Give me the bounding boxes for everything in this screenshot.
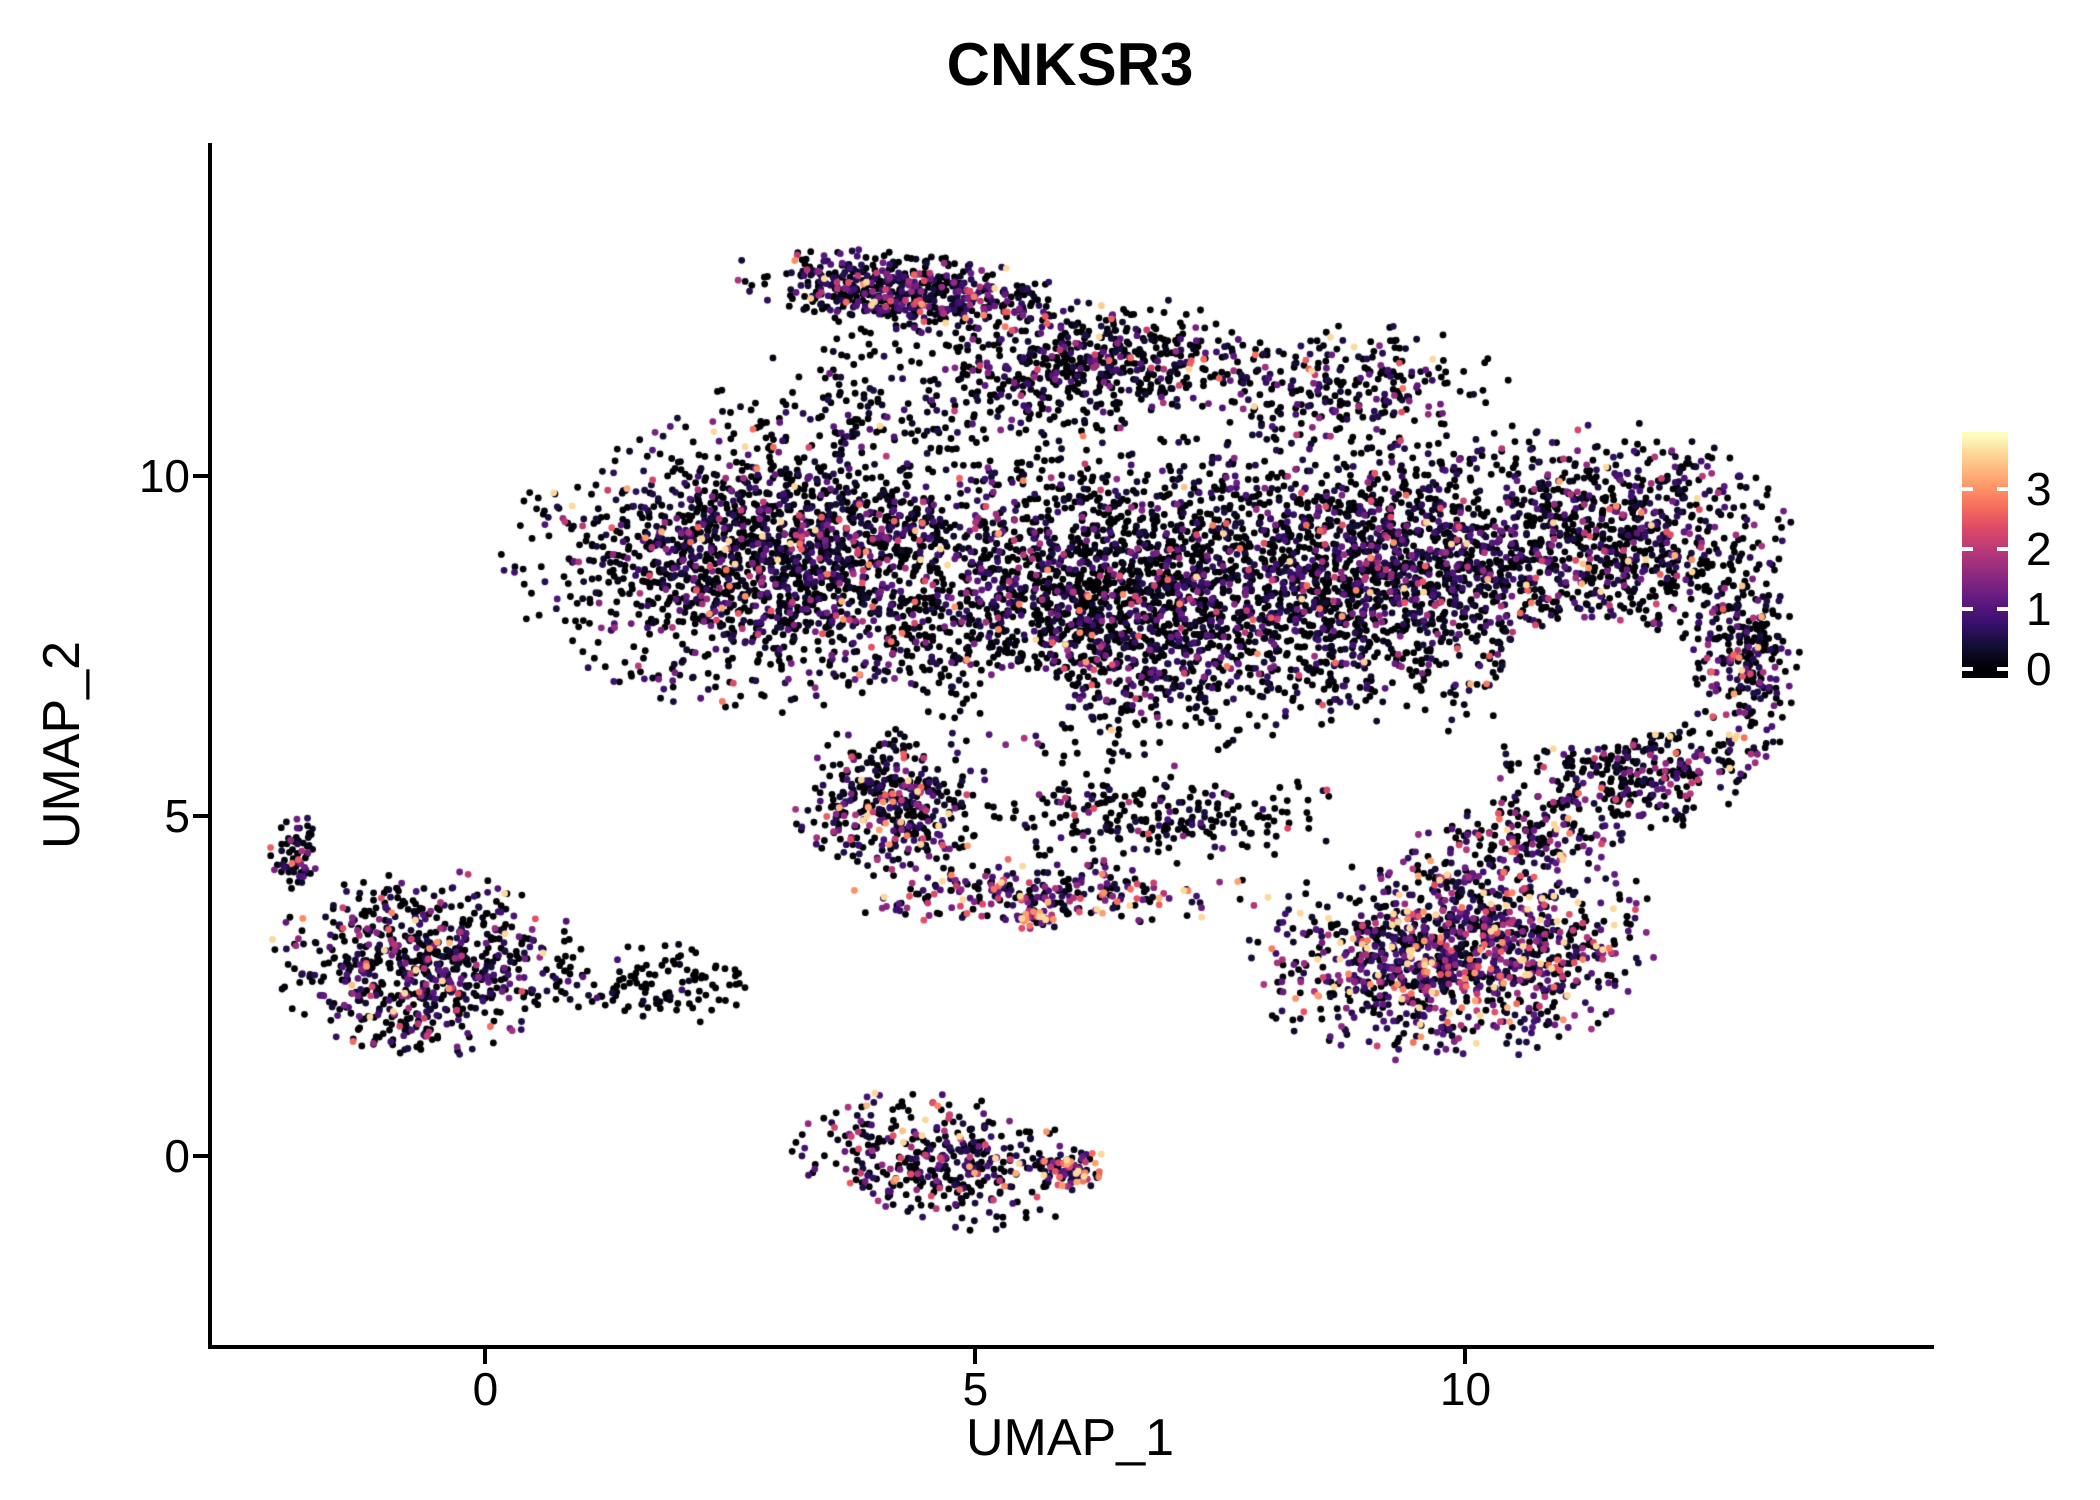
colorbar-tick-label: 3: [2026, 463, 2052, 515]
x-tick-label: 5: [962, 1363, 989, 1415]
plot-title: CNKSR3: [946, 31, 1194, 98]
colorbar-tick-mark: [1997, 487, 2008, 491]
colorbar-tick-mark: [1962, 487, 1973, 491]
y-tick-mark: [193, 1153, 208, 1158]
colorbar-tick-label: 1: [2026, 583, 2052, 635]
y-tick-label: 10: [138, 449, 190, 502]
x-tick-mark: [973, 1349, 978, 1364]
x-axis-label: UMAP_1: [965, 1409, 1175, 1467]
y-axis-line: [208, 143, 212, 1349]
colorbar-tick-mark: [1962, 547, 1973, 551]
colorbar-tick-mark: [1997, 547, 2008, 551]
y-tick-label: 0: [164, 1129, 190, 1182]
colorbar: [1962, 432, 2008, 678]
colorbar-tick-mark: [1962, 607, 1973, 611]
y-tick-mark: [193, 473, 208, 478]
y-tick-label: 5: [164, 789, 190, 842]
colorbar-tick-mark: [1962, 667, 1973, 671]
colorbar-tick-mark: [1997, 667, 2008, 671]
colorbar-tick-label: 0: [2026, 643, 2052, 695]
y-tick-mark: [193, 813, 208, 818]
x-tick-label: 0: [472, 1363, 499, 1415]
x-axis-line: [208, 1345, 1934, 1349]
x-tick-mark: [1463, 1349, 1468, 1364]
colorbar-gradient: [1962, 432, 2008, 678]
x-tick-mark: [483, 1349, 488, 1364]
colorbar-tick-label: 2: [2026, 523, 2052, 575]
x-tick-label: 10: [1439, 1363, 1492, 1415]
colorbar-tick-mark: [1997, 607, 2008, 611]
